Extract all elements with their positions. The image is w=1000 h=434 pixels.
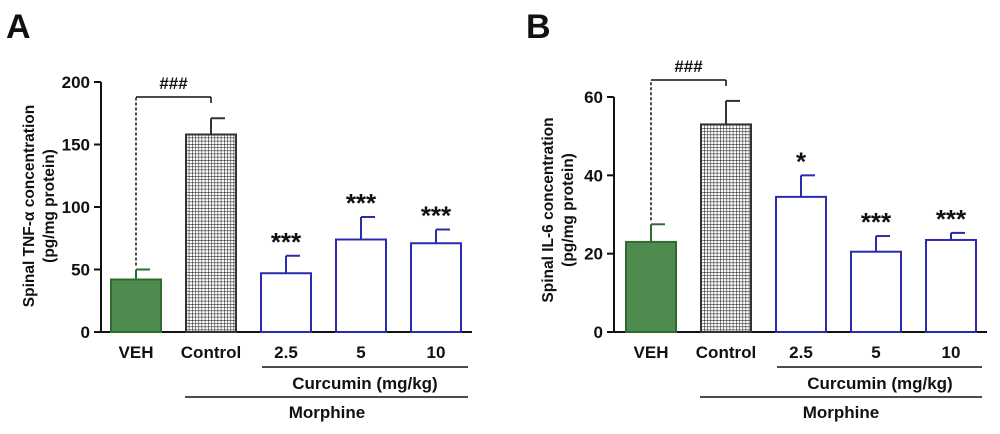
- bar-veh: [625, 240, 677, 334]
- y-axis-label-line2: (pg/mg protein): [41, 149, 58, 263]
- significance-marker: ***: [936, 204, 967, 234]
- x-category-label: VEH: [119, 343, 154, 362]
- x-category-label: VEH: [634, 343, 669, 362]
- y-axis-label-line1: Spinal TNF-α concentration: [21, 105, 38, 307]
- y-axis-label-line1: Spinal IL-6 concentration: [540, 117, 557, 302]
- group-label-curcumin: Curcumin (mg/kg): [807, 374, 952, 393]
- bar-control: [185, 133, 237, 333]
- x-category-label: 2.5: [789, 343, 813, 362]
- significance-marker: ***: [421, 201, 452, 231]
- x-category-label: 5: [871, 343, 880, 362]
- bar-5: [850, 250, 902, 333]
- bar-5: [335, 238, 387, 333]
- y-tick-label: 20: [584, 245, 603, 264]
- significance-marker: ***: [271, 227, 302, 257]
- group-label-morphine: Morphine: [803, 403, 880, 422]
- significance-marker: ***: [346, 188, 377, 218]
- x-category-label: Control: [181, 343, 241, 362]
- bar-10: [925, 238, 977, 333]
- x-category-label: Control: [696, 343, 756, 362]
- x-category-label: 5: [356, 343, 365, 362]
- y-tick-label: 40: [584, 166, 603, 185]
- x-category-label: 10: [942, 343, 961, 362]
- y-tick-label: 200: [62, 73, 90, 92]
- panel-letter: B: [526, 8, 551, 46]
- y-tick-label: 60: [584, 88, 603, 107]
- y-axis-label-line2: (pg/mg protein): [560, 153, 577, 267]
- panel-letter: A: [6, 8, 31, 46]
- y-axis-label: Spinal TNF-α concentration (pg/mg protein…: [21, 105, 58, 307]
- y-axis-label: Spinal IL-6 concentration (pg/mg protein): [540, 117, 577, 302]
- bar-control: [700, 123, 752, 333]
- x-category-label: 10: [427, 343, 446, 362]
- group-label-curcumin: Curcumin (mg/kg): [292, 374, 437, 393]
- y-tick-label: 50: [71, 261, 90, 280]
- bracket-label: ###: [674, 57, 703, 76]
- y-tick-label: 150: [62, 136, 90, 155]
- y-tick-label: 100: [62, 198, 90, 217]
- y-tick-label: 0: [594, 323, 603, 342]
- significance-marker: ***: [861, 207, 892, 237]
- significance-marker: *: [796, 146, 807, 176]
- bar-2.5: [775, 195, 827, 333]
- group-label-morphine: Morphine: [289, 403, 366, 422]
- x-category-label: 2.5: [274, 343, 298, 362]
- y-tick-label: 0: [81, 323, 90, 342]
- bar-2.5: [260, 272, 312, 333]
- panel-b: B 0 20 40 60 Spinal IL-6 concentration (pg/mg …: [526, 8, 987, 422]
- bracket-label: ###: [159, 74, 188, 93]
- bar-10: [410, 242, 462, 333]
- bar-veh: [110, 278, 162, 333]
